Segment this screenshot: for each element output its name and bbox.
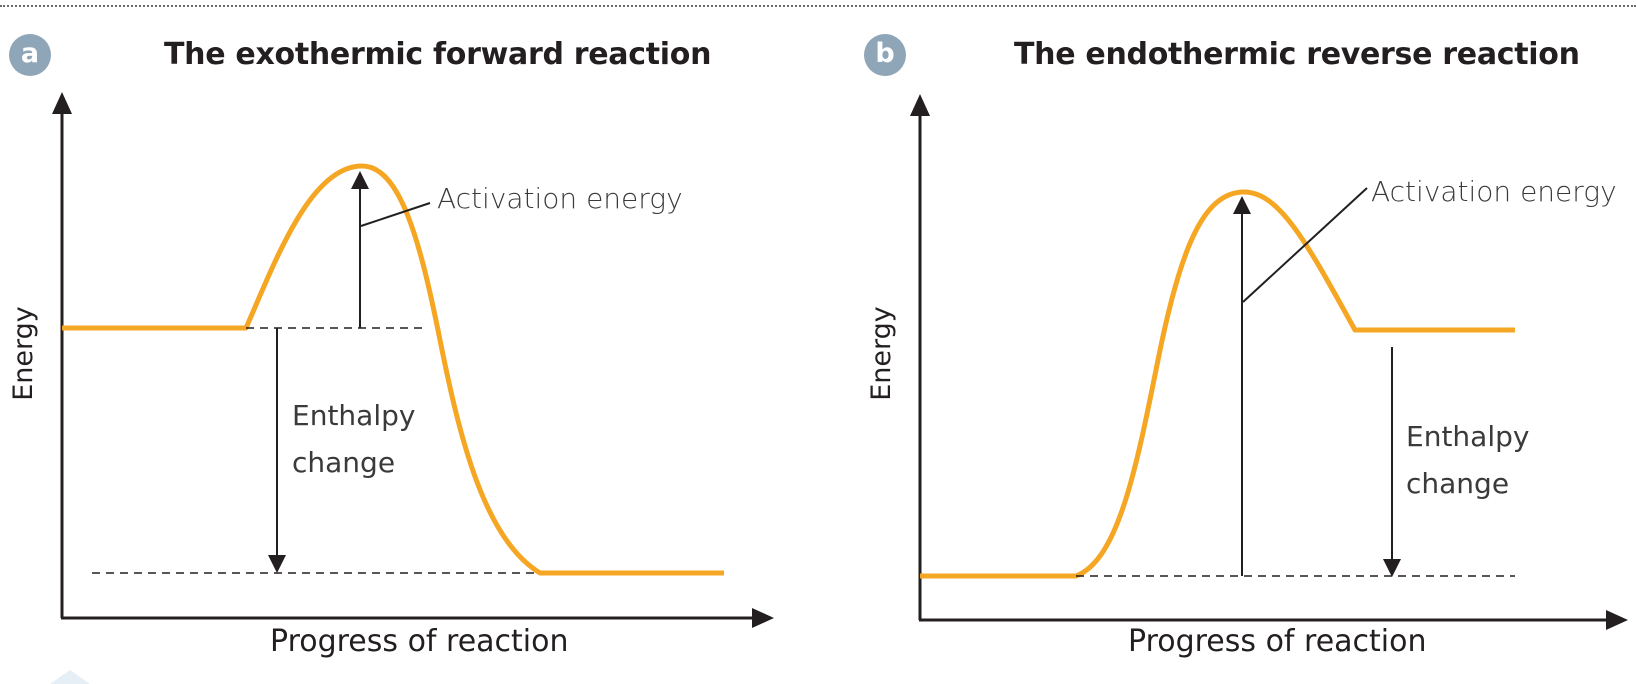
panel-exothermic: a The exothermic forward reaction Energy…	[7, 34, 774, 684]
enthalpy-label-line2-b: change	[1406, 467, 1510, 500]
enthalpy-arrowhead-b	[1383, 559, 1401, 577]
panel-badge-b: b	[864, 34, 906, 76]
activation-arrowhead-a	[351, 171, 369, 189]
activation-leader-b	[1242, 187, 1368, 303]
enthalpy-label-line1-b: Enthalpy	[1406, 420, 1530, 453]
decorative-corner-shape	[50, 670, 90, 684]
enthalpy-change-label-b: Enthalpy change	[1406, 413, 1529, 507]
energy-diagram-a	[52, 92, 774, 628]
x-axis-label-a: Progress of reaction	[270, 624, 569, 659]
reaction-curve-a	[62, 163, 724, 576]
panel-badge-a: a	[9, 34, 51, 76]
y-axis-label-b: Energy	[865, 306, 897, 401]
enthalpy-label-line2-a: change	[292, 446, 396, 479]
activation-energy-label-a: Activation energy	[437, 182, 683, 215]
activation-arrowhead-b	[1233, 196, 1251, 214]
top-dotted-rule	[0, 5, 1636, 7]
enthalpy-label-line1-a: Enthalpy	[292, 399, 416, 432]
y-axis-arrowhead-b	[910, 94, 930, 116]
enthalpy-change-label-a: Enthalpy change	[292, 392, 415, 486]
enthalpy-arrowhead-a	[268, 555, 286, 573]
y-axis-arrowhead-a	[52, 92, 72, 114]
panel-title-b: The endothermic reverse reaction	[1014, 37, 1580, 72]
panel-endothermic: b The endothermic reverse reaction Energ…	[818, 0, 1636, 684]
x-axis-label-b: Progress of reaction	[1128, 624, 1427, 659]
x-axis-arrowhead-b	[1606, 610, 1628, 630]
panel-title-a: The exothermic forward reaction	[164, 37, 712, 72]
energy-diagram-b	[910, 94, 1628, 630]
activation-energy-label-b: Activation energy	[1371, 175, 1617, 208]
y-axis-label-a: Energy	[7, 306, 39, 401]
x-axis-arrowhead-a	[752, 608, 774, 628]
activation-leader-a	[360, 202, 431, 227]
reaction-curve-b	[920, 189, 1515, 579]
